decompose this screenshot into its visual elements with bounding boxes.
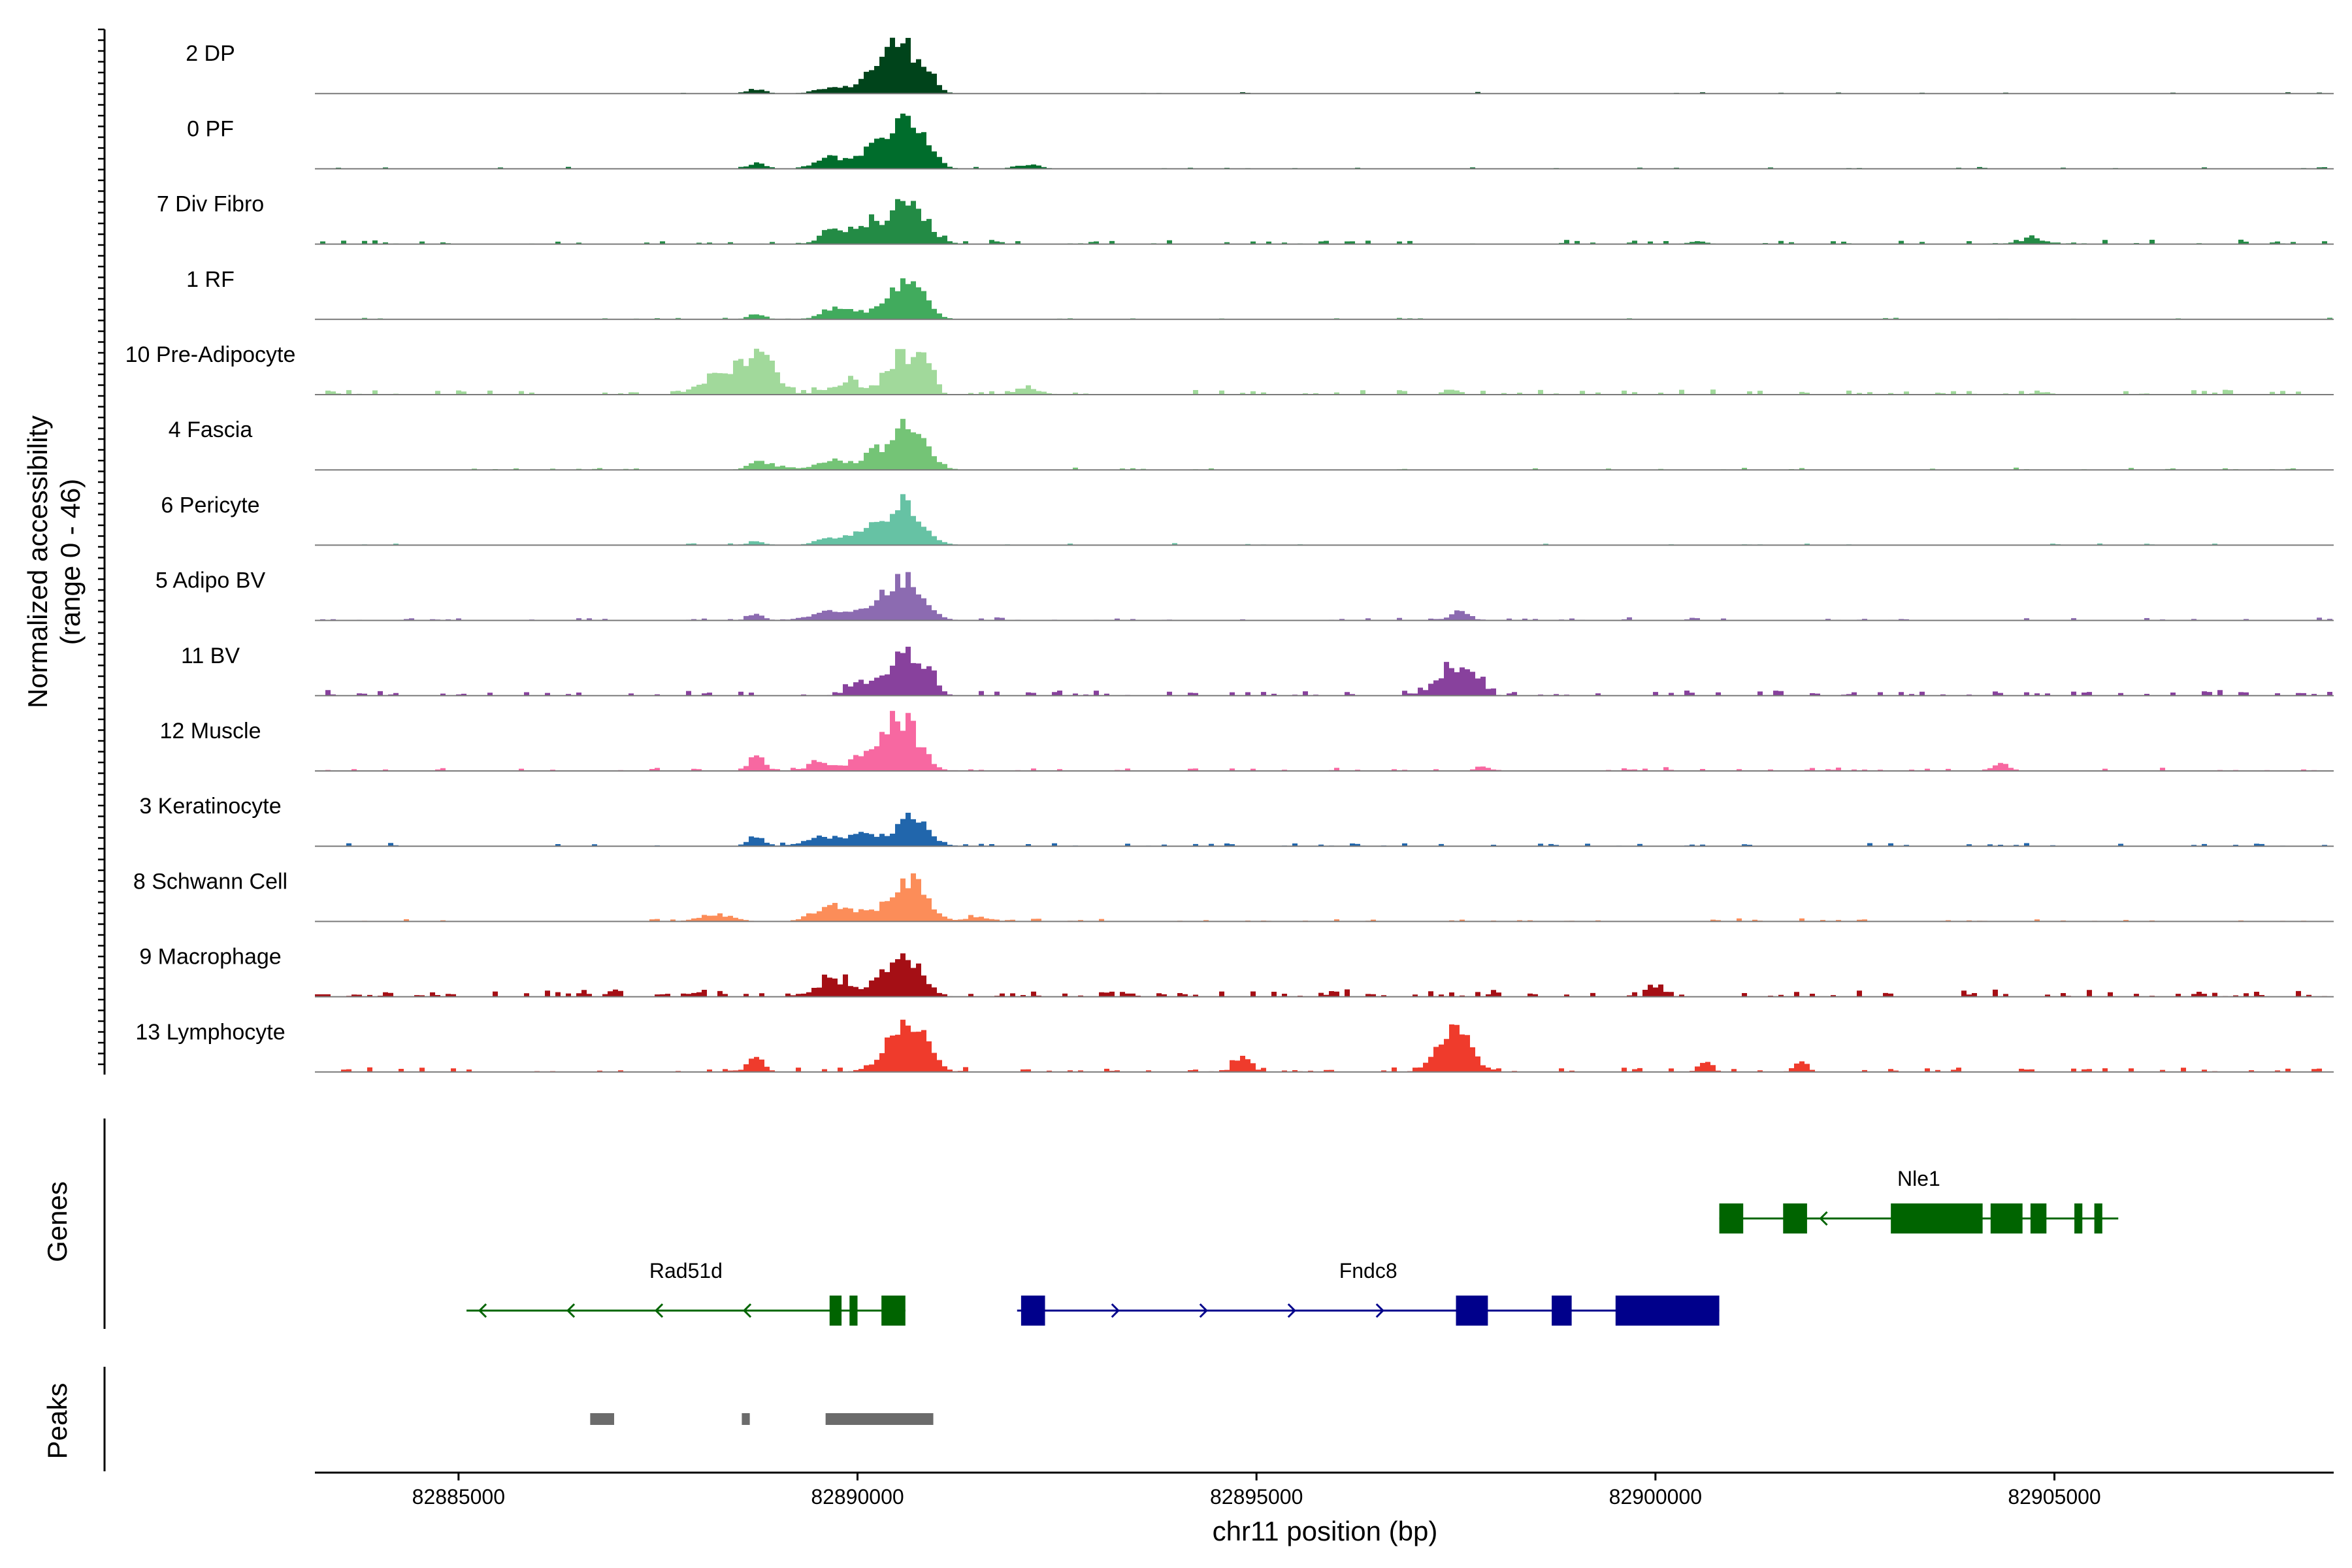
coverage-track — [315, 572, 2338, 621]
coverage-area — [315, 873, 2338, 922]
y-axis: Normalized accessibility (range 0 - 46) — [22, 28, 106, 1075]
gene-exon — [2030, 1203, 2047, 1233]
x-tick-label: 82905000 — [2008, 1485, 2100, 1509]
peak-region — [825, 1413, 934, 1425]
track-label: 7 Div Fibro — [157, 192, 264, 217]
coverage-track — [315, 646, 2338, 696]
gene-exon — [2074, 1203, 2083, 1233]
gene-model: Fndc8 — [1017, 1259, 1720, 1326]
peaks-panel-label: Peaks — [42, 1383, 73, 1460]
strand-chevron — [1199, 1303, 1208, 1318]
coverage-track — [315, 113, 2338, 170]
x-tick-label: 82900000 — [1609, 1485, 1702, 1509]
gene-exon — [1719, 1203, 1744, 1233]
y-axis-title: Normalized accessibility — [22, 416, 53, 708]
coverage-track — [315, 953, 2338, 998]
gene-exon — [1783, 1203, 1807, 1233]
genes-panel-label: Genes — [42, 1181, 73, 1262]
strand-chevron — [742, 1303, 752, 1318]
x-axis: chr11 position (bp) 82885000 82890000 8289… — [315, 1471, 2334, 1546]
track-labels: 2 DP 0 PF 7 Div Fibro 1 RF 10 Pre-Adipocyte 4… — [125, 41, 296, 1045]
track-label: 5 Adipo BV — [155, 568, 266, 593]
track-label: 3 Keratinocyte — [139, 794, 281, 819]
coverage-track — [315, 37, 2338, 95]
track-label: 9 Macrophage — [139, 945, 281, 970]
track-label: 0 PF — [187, 116, 234, 141]
x-tick-label: 82890000 — [811, 1485, 904, 1509]
gene-exon — [1552, 1296, 1572, 1326]
gene-exon — [1615, 1296, 1720, 1326]
strand-chevron — [1819, 1211, 1828, 1226]
track-label: 10 Pre-Adipocyte — [125, 342, 296, 367]
gene-exon — [1990, 1203, 2023, 1233]
coverage-area — [315, 37, 2338, 94]
strand-chevron — [654, 1303, 664, 1318]
peak-region — [742, 1413, 750, 1425]
gene-exon — [1891, 1203, 1983, 1233]
strand-chevron — [1287, 1303, 1296, 1318]
peak-region — [590, 1413, 615, 1425]
coverage-area — [315, 113, 2338, 169]
coverage-area — [315, 278, 2338, 319]
coverage-area — [315, 199, 2338, 244]
track-label: 2 DP — [186, 41, 235, 66]
coverage-track — [315, 1019, 2338, 1073]
track-label: 1 RF — [186, 267, 235, 292]
gene-exon — [1021, 1296, 1045, 1326]
strand-chevron — [566, 1303, 576, 1318]
track-label: 8 Schwann Cell — [133, 869, 287, 894]
gene-label: Nle1 — [1897, 1167, 1940, 1190]
gene-exon — [1456, 1296, 1488, 1326]
coverage-area — [315, 813, 2338, 847]
x-tick-label: 82885000 — [412, 1485, 505, 1509]
strand-chevron — [478, 1303, 487, 1318]
x-axis-title: chr11 position (bp) — [1213, 1516, 1438, 1546]
coverage-track — [315, 494, 2338, 546]
track-label: 12 Muscle — [160, 719, 261, 743]
track-label: 6 Pericyte — [161, 493, 259, 517]
coverage-area — [315, 348, 2338, 395]
coverage-track — [315, 199, 2338, 245]
track-label: 11 BV — [181, 644, 240, 668]
coverage-track — [315, 813, 2338, 847]
track-label: 13 Lymphocyte — [135, 1020, 285, 1045]
gene-label: Rad51d — [649, 1259, 723, 1282]
gene-exon — [829, 1296, 842, 1326]
y-axis-range: (range 0 - 46) — [55, 479, 86, 645]
coverage-panel — [315, 37, 2338, 1073]
gene-model: Rad51d — [466, 1259, 906, 1326]
coverage-area — [315, 494, 2338, 546]
gene-label: Fndc8 — [1339, 1259, 1397, 1282]
gene-model: Nle1 — [1719, 1167, 2119, 1233]
gene-exon — [849, 1296, 858, 1326]
coverage-track — [315, 873, 2338, 923]
coverage-area — [315, 419, 2338, 470]
peaks-panel: Peaks — [42, 1367, 934, 1471]
coverage-track — [315, 278, 2338, 320]
coverage-area — [315, 953, 2338, 997]
gene-exon — [2094, 1203, 2102, 1233]
gene-exon — [881, 1296, 906, 1326]
coverage-track — [315, 348, 2338, 395]
coverage-area — [315, 572, 2338, 621]
coverage-area — [315, 1019, 2338, 1072]
track-label: 4 Fascia — [169, 417, 253, 442]
coverage-area — [315, 646, 2338, 696]
coverage-track — [315, 419, 2338, 471]
genes-panel: Genes Rad51d Fndc8 Nle1 — [42, 1119, 2119, 1329]
strand-chevron — [1111, 1303, 1120, 1318]
x-tick-label: 82895000 — [1210, 1485, 1303, 1509]
coverage-track — [315, 711, 2338, 772]
coverage-area — [315, 711, 2338, 771]
strand-chevron — [1375, 1303, 1384, 1318]
